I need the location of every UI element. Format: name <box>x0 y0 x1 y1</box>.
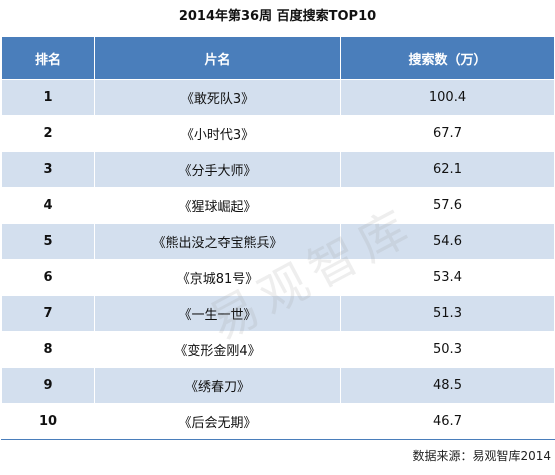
name-cell: 《熊出没之夺宝熊兵》 <box>94 223 341 260</box>
rank-cell: 9 <box>1 367 95 404</box>
name-cell: 《变形金刚4》 <box>94 331 341 368</box>
table-row: 5 《熊出没之夺宝熊兵》 54.6 <box>1 223 555 260</box>
name-cell: 《猩球崛起》 <box>94 187 341 224</box>
rank-cell: 4 <box>1 187 95 224</box>
header-row: 排名 片名 搜索数（万） <box>1 36 555 80</box>
value-cell: 62.1 <box>340 151 555 188</box>
name-cell: 《一生一世》 <box>94 295 341 332</box>
rank-cell: 1 <box>1 79 95 116</box>
value-cell: 100.4 <box>340 79 555 116</box>
ranking-table: 排名 片名 搜索数（万） 1 《敢死队3》 100.4 2 《小时代3》 67.7 3 《分手… <box>1 36 555 440</box>
rank-cell: 3 <box>1 151 95 188</box>
name-cell: 《敢死队3》 <box>94 79 341 116</box>
rank-cell: 8 <box>1 331 95 368</box>
table-row: 7 《一生一世》 51.3 <box>1 295 555 332</box>
value-cell: 51.3 <box>340 295 555 332</box>
name-cell: 《分手大师》 <box>94 151 341 188</box>
table-row: 10 《后会无期》 46.7 <box>1 403 555 440</box>
table-row: 1 《敢死队3》 100.4 <box>1 79 555 116</box>
value-cell: 57.6 <box>340 187 555 224</box>
header-rank: 排名 <box>1 36 95 80</box>
table-row: 6 《京城81号》 53.4 <box>1 259 555 296</box>
value-cell: 50.3 <box>340 331 555 368</box>
table-body: 1 《敢死队3》 100.4 2 《小时代3》 67.7 3 《分手大师》 62.1 4 《猩球崛起… <box>1 79 555 440</box>
rank-cell: 7 <box>1 295 95 332</box>
table-row: 2 《小时代3》 67.7 <box>1 115 555 152</box>
rank-cell: 6 <box>1 259 95 296</box>
table-title: 2014年第36周 百度搜索TOP10 <box>178 9 377 24</box>
table-row: 9 《绣春刀》 48.5 <box>1 367 555 404</box>
rank-cell: 5 <box>1 223 95 260</box>
name-cell: 《后会无期》 <box>94 403 341 440</box>
table-row: 8 《变形金刚4》 50.3 <box>1 331 555 368</box>
value-cell: 53.4 <box>340 259 555 296</box>
name-cell: 《京城81号》 <box>94 259 341 296</box>
header-name: 片名 <box>94 36 341 80</box>
name-cell: 《绣春刀》 <box>94 367 341 404</box>
header-value: 搜索数（万） <box>340 36 555 80</box>
source-note: 数据来源：易观智库2014 <box>412 449 551 463</box>
value-cell: 67.7 <box>340 115 555 152</box>
name-cell: 《小时代3》 <box>94 115 341 152</box>
value-cell: 46.7 <box>340 403 555 440</box>
table-row: 3 《分手大师》 62.1 <box>1 151 555 188</box>
value-cell: 48.5 <box>340 367 555 404</box>
table-row: 4 《猩球崛起》 57.6 <box>1 187 555 224</box>
rank-cell: 2 <box>1 115 95 152</box>
rank-cell: 10 <box>1 403 95 440</box>
value-cell: 54.6 <box>340 223 555 260</box>
